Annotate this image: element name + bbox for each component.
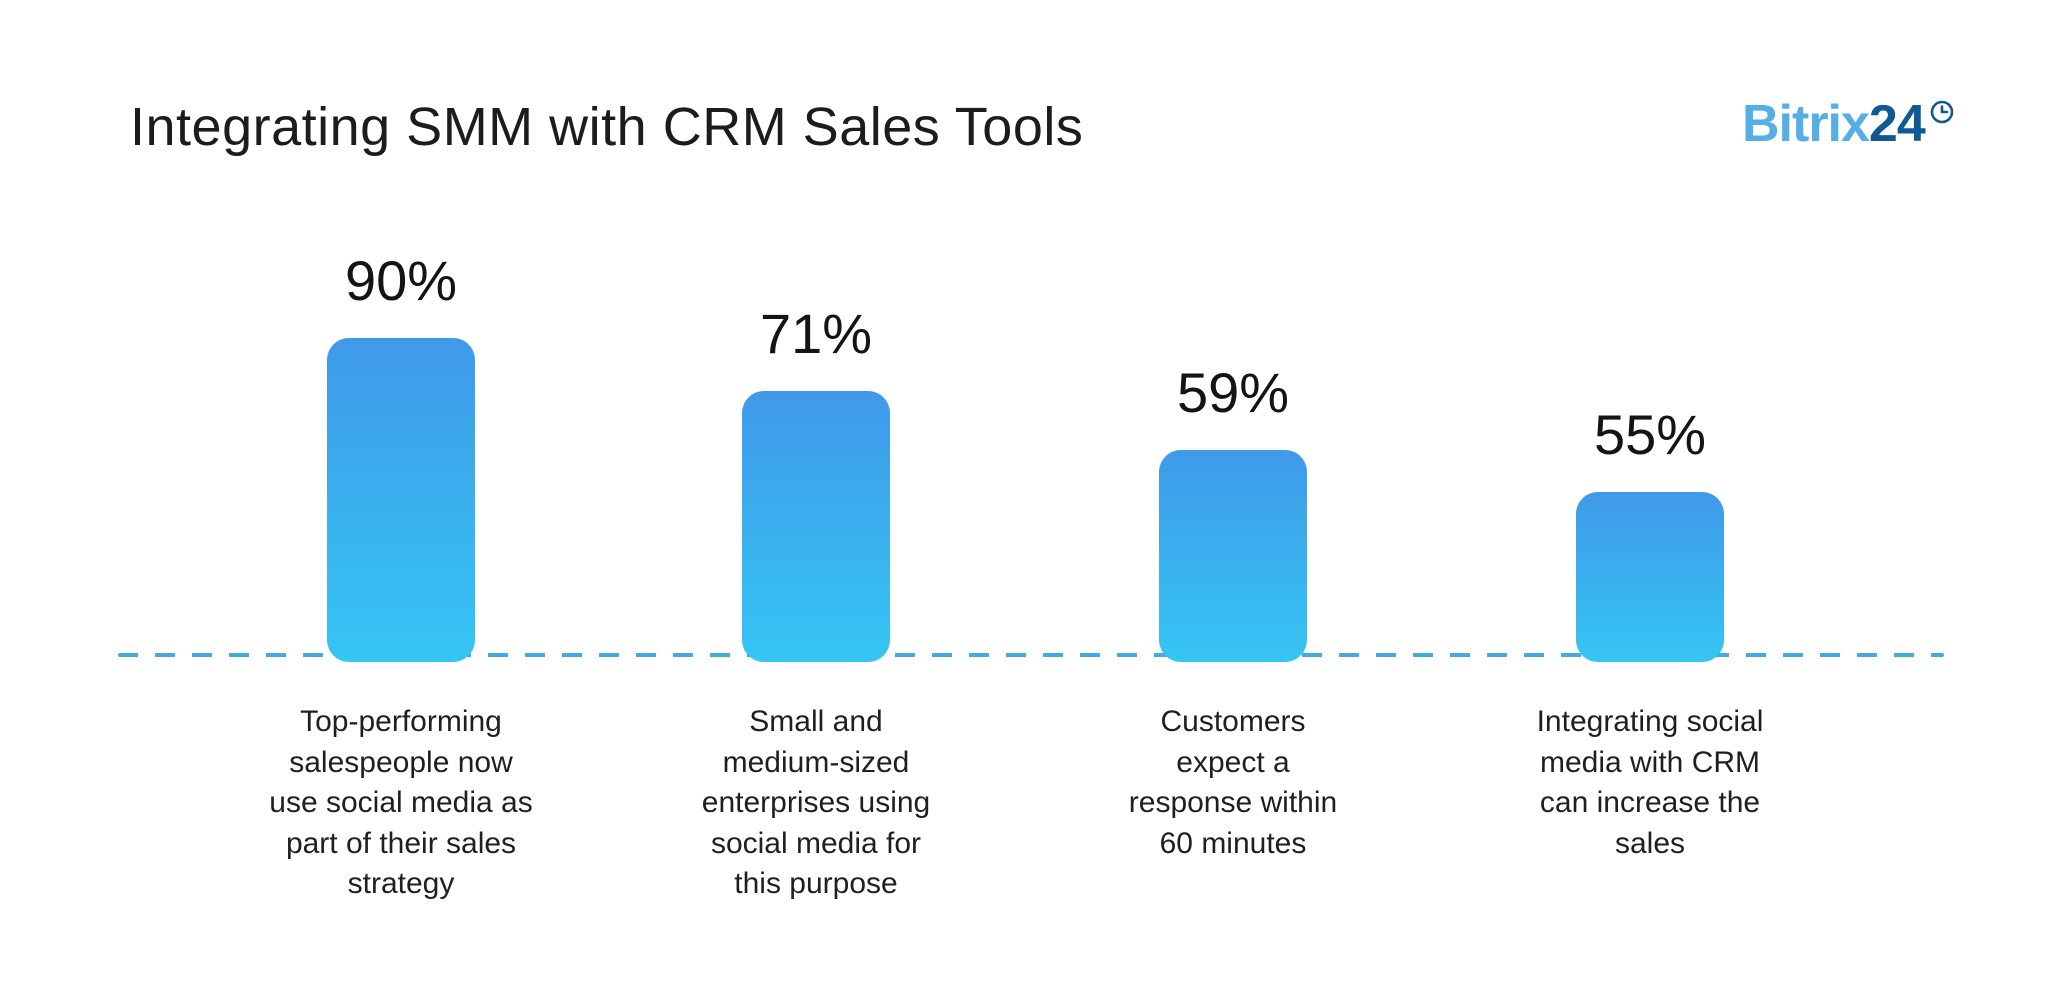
bar-caption: Small and medium-sized enterprises using… — [701, 705, 931, 900]
bar-caption: Customers expect a response within 60 mi… — [1128, 705, 1338, 860]
dashed-baseline — [118, 653, 1944, 657]
bitrix24-logo: Bitrix 24 — [1742, 98, 1954, 150]
bar-area: 55% — [1576, 0, 1724, 662]
bar-column: 90% Top-performing salespeople now use s… — [211, 0, 591, 905]
bar — [1159, 450, 1307, 662]
bar-area: 90% — [327, 0, 475, 662]
clock-icon — [1930, 100, 1954, 124]
bar — [327, 338, 475, 662]
logo-text-24: 24 — [1868, 95, 1926, 153]
value-label: 71% — [759, 302, 873, 366]
bar — [742, 391, 890, 662]
logo-text-bitrix: Bitrix — [1742, 95, 1870, 153]
bar-area: 59% — [1159, 0, 1307, 662]
bar-caption: Top-performing salespeople now use socia… — [269, 705, 533, 900]
bar-column: 59% Customers expect a response within 6… — [1043, 0, 1423, 864]
bar-caption: Integrating social media with CRM can in… — [1536, 705, 1764, 860]
bar — [1576, 492, 1724, 662]
value-label: 90% — [344, 249, 458, 313]
page-title: Integrating SMM with CRM Sales Tools — [130, 97, 1084, 157]
bar-area: 71% — [742, 0, 890, 662]
value-label: 59% — [1176, 361, 1290, 425]
value-label: 55% — [1593, 403, 1707, 467]
bar-column: 55% Integrating social media with CRM ca… — [1460, 0, 1840, 864]
bar-column: 71% Small and medium-sized enterprises u… — [626, 0, 1006, 905]
